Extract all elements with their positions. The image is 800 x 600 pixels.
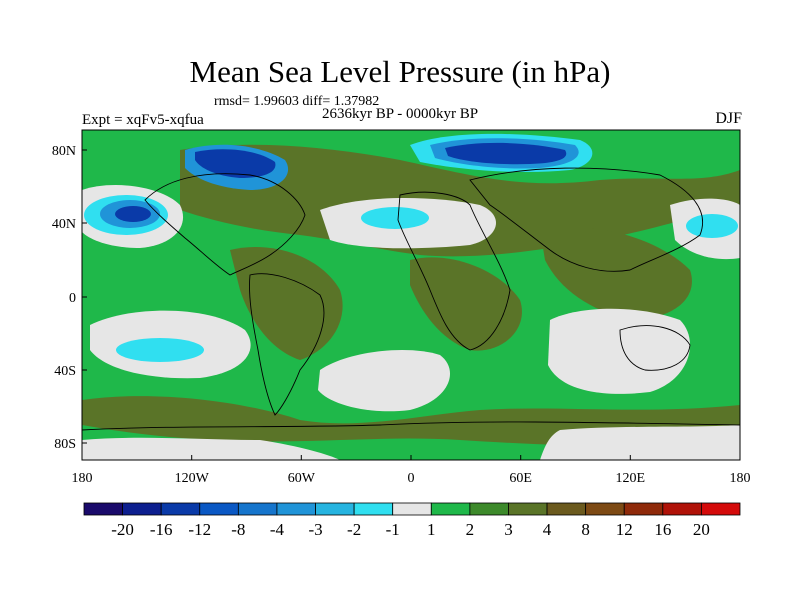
lon-tick-label: 120E xyxy=(616,471,646,486)
colorbar-label: -8 xyxy=(231,520,245,539)
near-zero-south-atlantic xyxy=(318,350,450,412)
colorbar-label: -1 xyxy=(386,520,400,539)
strong-negative-north-pacific xyxy=(115,206,151,222)
colorbar-label: -20 xyxy=(111,520,134,539)
lat-tick-label: 80S xyxy=(54,437,76,452)
colorbar-label: 12 xyxy=(616,520,633,539)
colorbar-label: 8 xyxy=(581,520,590,539)
longitude-axis: 180 120W 60W 0 60E 120E 180 xyxy=(72,455,751,486)
colorbar-swatch xyxy=(199,502,239,516)
lat-tick-label: 80N xyxy=(52,144,76,159)
near-zero-antarctic-east xyxy=(540,425,740,460)
coast-australia xyxy=(619,325,691,371)
colorbar-swatch xyxy=(83,502,123,516)
colorbar-label: 20 xyxy=(693,520,710,539)
colorbar-label: -3 xyxy=(308,520,322,539)
colorbar-swatch xyxy=(508,502,548,516)
colorbar-swatch xyxy=(585,502,625,516)
experiment-label: Expt = xqFv5-xqfua xyxy=(82,112,204,128)
strong-negative-greenland xyxy=(195,149,276,178)
colorbar-swatch xyxy=(315,502,355,516)
colorbar-swatch xyxy=(469,502,509,516)
colorbar-swatch xyxy=(662,502,702,516)
coast-europe-africa xyxy=(397,191,511,351)
colorbar-label: 4 xyxy=(543,520,552,539)
lat-tick-label: 40N xyxy=(52,217,76,232)
colorbar-label: 16 xyxy=(654,520,671,539)
colorbar-swatch xyxy=(122,502,162,516)
positive-region-north xyxy=(180,144,740,257)
near-zero-antarctic xyxy=(82,437,340,460)
positive-region-africa xyxy=(410,257,522,351)
colorbar: -20 -16 -12 -8 -4 -3 -2 -1 1 2 3 4 8 12 16 20 xyxy=(83,502,741,539)
colorbar-label: -4 xyxy=(270,520,285,539)
colorbar-label: 2 xyxy=(466,520,475,539)
positive-region-south-america xyxy=(230,246,343,360)
stats-text: rmsd= 1.99603 diff= 1.37982 xyxy=(214,94,380,109)
lat-tick-label: 40S xyxy=(54,364,76,379)
lon-tick-label: 60W xyxy=(288,471,316,486)
weak-negative-south-pacific xyxy=(116,338,204,362)
colorbar-swatch xyxy=(353,502,394,516)
coast-asia xyxy=(469,167,704,272)
lon-tick-label: 60E xyxy=(509,471,532,486)
colorbar-swatch xyxy=(392,502,432,516)
colorbar-swatch xyxy=(160,502,201,516)
period-label: 2636kyr BP - 0000kyr BP xyxy=(322,106,479,122)
lon-tick-label: 180 xyxy=(730,471,751,486)
weak-negative-atlantic xyxy=(361,207,429,229)
colorbar-swatch xyxy=(701,502,741,516)
pressure-field xyxy=(82,130,740,460)
colorbar-label: 1 xyxy=(427,520,436,539)
colorbar-swatch xyxy=(430,502,471,516)
season-label: DJF xyxy=(715,110,742,127)
coast-antarctica xyxy=(82,421,740,431)
positive-region-asia xyxy=(540,227,692,320)
lat-tick-label: 0 xyxy=(69,291,76,306)
lon-tick-label: 120W xyxy=(175,471,210,486)
near-zero-indian-ocean xyxy=(548,308,690,394)
colorbar-label: -16 xyxy=(150,520,173,539)
colorbar-swatch xyxy=(276,502,316,516)
colorbar-swatch xyxy=(623,502,664,516)
map-title: Mean Sea Level Pressure (in hPa) xyxy=(189,54,611,89)
colorbar-swatch xyxy=(546,502,587,516)
colorbar-label: -12 xyxy=(188,520,211,539)
colorbar-label: 3 xyxy=(504,520,513,539)
colorbar-swatch xyxy=(237,502,278,516)
coastlines xyxy=(82,167,740,431)
colorbar-label: -2 xyxy=(347,520,361,539)
strong-negative-arctic xyxy=(445,142,567,165)
lon-tick-label: 180 xyxy=(72,471,93,486)
coast-north-america xyxy=(144,173,306,276)
latitude-axis: 80N 40N 0 40S 80S xyxy=(52,144,87,452)
weak-negative-west-pacific xyxy=(686,214,738,238)
lon-tick-label: 0 xyxy=(408,471,415,486)
coast-south-america xyxy=(249,273,325,416)
